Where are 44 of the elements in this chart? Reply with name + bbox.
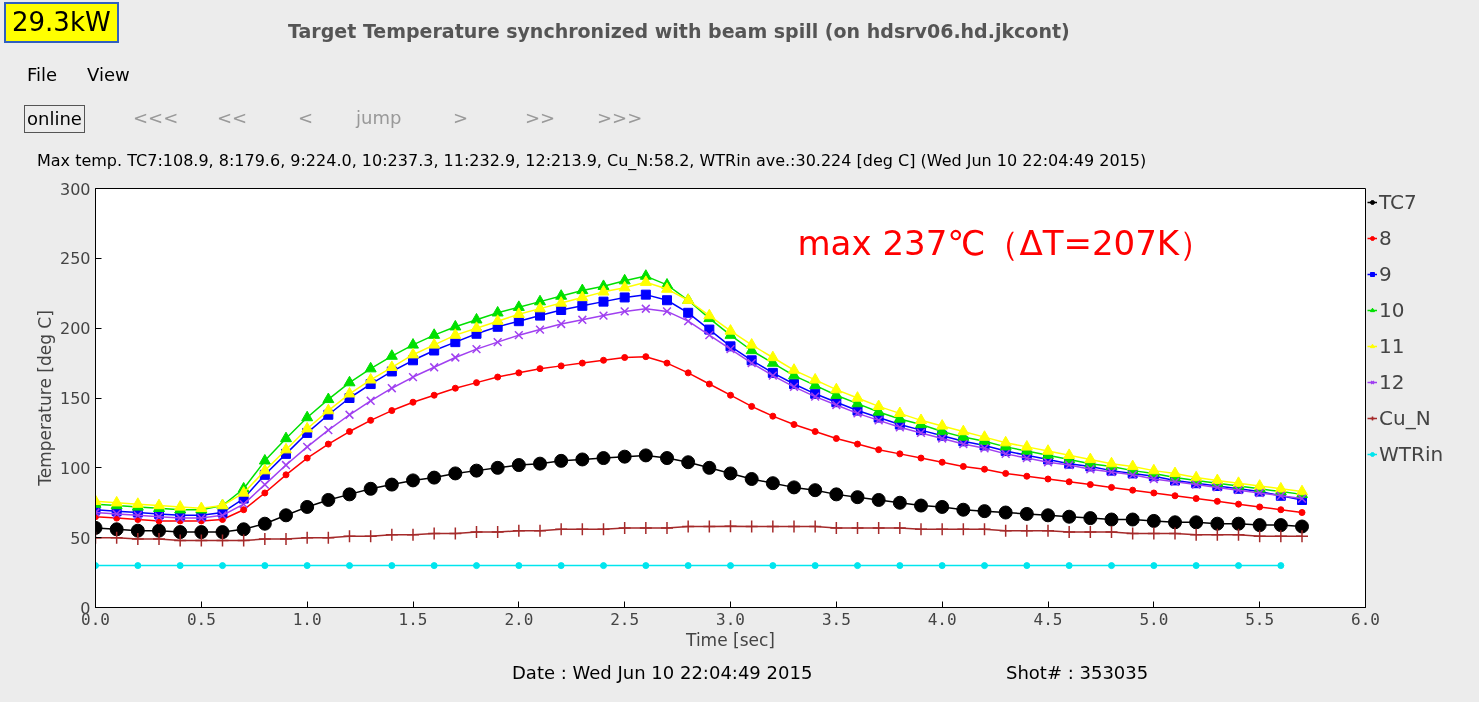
y-tick-label: 50 [70,528,91,548]
text: Date : Wed Jun 10 22:04:49 2015 [512,661,813,685]
x-tick-label: 2.5 [610,609,640,629]
legend-label: 9 [1379,262,1393,286]
text: <<< [133,106,179,130]
y-tick-label: 300 [59,179,91,199]
legend-label: 11 [1379,334,1405,358]
x-tick-label: 6.0 [1351,609,1380,629]
legend-label: 8 [1379,226,1393,250]
x-tick-label: 3.5 [821,609,851,629]
y-tick-label: 200 [59,319,91,339]
y-tick-label: 250 [59,249,91,269]
y-axis-title: Temperature [deg C] [34,310,55,487]
y-tick-label: 150 [59,389,91,408]
x-tick-label: 2.0 [504,609,534,629]
text: online [24,105,85,133]
legend-label: TC7 [1379,190,1417,214]
chart-subtitle: Max temp. TC7:108.9, 8:179.6, 9:224.0, 10:237.3, 11:232.9, 12:213.9, Cu_N:58.2, WTRin ave.:30.224 [deg C] (Wed Jun 10 22:04:49 2015) [37,150,1147,172]
text: Shot# : 353035 [1006,661,1149,685]
x-tick-label: 0.5 [186,609,216,629]
y-tick-label: 100 [59,458,91,478]
x-tick-label: 5.5 [1245,609,1275,629]
text: 29.3kW [4,2,119,44]
legend-label: WTRin [1379,442,1444,466]
x-tick-label: 1.0 [292,609,322,629]
x-tick-label: 4.0 [927,609,957,629]
legend-label: Cu_N [1379,406,1431,430]
text: File [27,63,58,87]
x-tick-label: 1.5 [398,609,428,629]
chart-title: Target Temperature synchronized with beam spill (on hdsrv06.hd.jkcont) [288,19,1070,44]
text: < [298,106,314,130]
text: >>> [597,106,643,130]
legend-label: 12 [1379,370,1405,394]
text: << [217,106,248,130]
x-tick-label: 4.5 [1033,609,1063,629]
text: > [453,106,469,130]
x-tick-label: 3.0 [716,609,745,629]
annotation: max 237℃（ΔT=207K） [797,222,1214,263]
x-axis-title: Time [sec] [685,629,775,650]
x-tick-label: 5.0 [1139,609,1169,629]
text: jump [356,106,402,130]
legend-label: 10 [1379,298,1405,322]
text: View [87,63,130,87]
text: >> [525,106,556,130]
